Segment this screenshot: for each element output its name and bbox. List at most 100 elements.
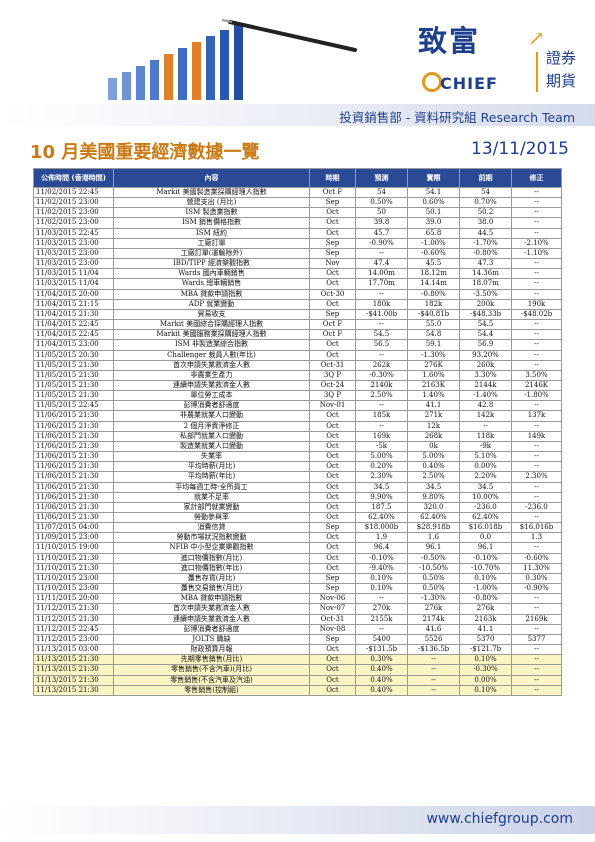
chief-logo: 致富 ↗ CHIEF 證券 期貨 bbox=[410, 12, 585, 107]
cell-content: 營建支出 (月比) bbox=[113, 197, 310, 209]
cell-time: 11/13/2015 21:30 bbox=[33, 674, 114, 686]
cell-period: Nov-01 bbox=[309, 400, 356, 412]
cell-forecast: 0.50% bbox=[355, 197, 408, 209]
cell-actual: 2163K bbox=[407, 379, 460, 392]
cell-content: 工廠訂單(運輸除外) bbox=[113, 247, 310, 260]
table-row: 11/09/2015 23:00 勞動市場狀況指數變動 Oct 1.9 1.6 0.0 1.… bbox=[33, 532, 562, 544]
cell-actual: 54.8 bbox=[407, 329, 460, 341]
pen-graphic bbox=[228, 20, 357, 52]
cell-revised: -0.90% bbox=[511, 583, 562, 595]
cell-revised: -- bbox=[511, 603, 562, 615]
cell-time: 11/13/2015 21:30 bbox=[33, 684, 114, 696]
cell-forecast: 54 bbox=[355, 186, 408, 199]
cell-revised: -- bbox=[511, 623, 562, 635]
cell-period: Sep bbox=[309, 633, 356, 646]
cell-prior: -1.00% bbox=[459, 583, 512, 595]
table-row: 11/06/2015 21:30 平均時薪(月比) Oct 0.20% 0.40% 0.0… bbox=[33, 461, 562, 473]
cell-forecast: 50 bbox=[355, 207, 408, 219]
cell-period: Oct bbox=[309, 491, 356, 503]
cell-actual: -0.80% bbox=[407, 288, 460, 300]
cell-prior: 54 bbox=[459, 186, 512, 199]
table-row: 11/06/2015 21:30 就業不足率 Oct 9.90% 9.80% 10.00%… bbox=[33, 491, 562, 503]
cell-content: IBD/TIPP 經濟樂觀指數 bbox=[113, 258, 310, 270]
cell-content: 單位勞工成本 bbox=[113, 390, 310, 402]
cell-content: 零售銷售(不含汽車)(月比) bbox=[113, 664, 310, 676]
cell-revised: -$48.02b bbox=[511, 308, 562, 321]
table-row: 11/13/2015 21:30 零售銷售(不含汽車)(月比) Oct 0.40% --… bbox=[33, 664, 562, 676]
cell-period: Oct bbox=[309, 217, 356, 229]
column-header-content: 內容 bbox=[113, 168, 310, 188]
column-header-forecast: 預測 bbox=[355, 168, 408, 188]
cell-actual: 268k bbox=[407, 430, 460, 442]
report-date: 13/11/2015 bbox=[471, 139, 569, 159]
cell-content: 彭博消費者舒適度 bbox=[113, 623, 310, 635]
cell-time: 11/06/2015 21:30 bbox=[33, 420, 114, 432]
cell-time: 11/06/2015 21:30 bbox=[33, 461, 114, 473]
cell-prior: 96.1 bbox=[459, 542, 512, 554]
cell-forecast: 45.7 bbox=[355, 227, 408, 239]
cell-forecast: 270k bbox=[355, 603, 408, 615]
cell-forecast: 0.10% bbox=[355, 583, 408, 595]
cell-content: 零售銷售(不含汽車及汽油) bbox=[113, 674, 310, 686]
cell-time: 11/10/2015 23:00 bbox=[33, 583, 114, 595]
cell-actual: 14.14m bbox=[407, 278, 460, 290]
cell-forecast: 1.9 bbox=[355, 532, 408, 544]
cell-forecast: -- bbox=[355, 349, 408, 361]
cell-time: 11/02/2015 23:00 bbox=[33, 207, 114, 219]
cell-revised: 137k bbox=[511, 410, 562, 422]
cell-time: 11/13/2015 21:30 bbox=[33, 654, 114, 666]
cell-period: Oct-24 bbox=[309, 379, 356, 392]
cell-content: ISM 製造業指數 bbox=[113, 207, 310, 219]
cell-content: JOLTS 職缺 bbox=[113, 633, 310, 646]
cell-revised: -- bbox=[511, 420, 562, 432]
cell-content: ISM 紐約 bbox=[113, 227, 310, 239]
table-row: 11/04/2015 23:00 ISM 非製造業綜合指數 Oct 56.5 59.1 5… bbox=[33, 339, 562, 351]
cell-forecast: 0.10% bbox=[355, 572, 408, 585]
chart-bar bbox=[136, 66, 145, 100]
cell-forecast: 0.40% bbox=[355, 664, 408, 676]
cell-revised: -- bbox=[511, 268, 562, 280]
cell-time: 11/02/2015 23:00 bbox=[33, 197, 114, 209]
cell-period: Oct bbox=[309, 278, 356, 290]
pen-tip bbox=[221, 19, 233, 23]
cell-actual: -1.30% bbox=[407, 593, 460, 605]
cell-period: Oct bbox=[309, 298, 356, 310]
cell-time: 11/12/2015 23:00 bbox=[33, 633, 114, 646]
table-row: 11/04/2015 21:30 貿易收支 Sep -$41.00b -$40.81b -… bbox=[33, 308, 562, 321]
cell-prior: 0.10% bbox=[459, 684, 512, 696]
cell-period: Sep bbox=[309, 247, 356, 260]
table-row: 11/06/2015 21:30 平均每週工時-全所員工 Oct 34.5 34.5 34… bbox=[33, 481, 562, 493]
cell-content: NFIB 中小型企業樂觀指數 bbox=[113, 542, 310, 554]
logo-chinese-text: 致富 bbox=[418, 24, 481, 58]
cell-time: 11/06/2015 21:30 bbox=[33, 410, 114, 422]
table-row: 11/05/2015 21:30 單位勞工成本 3Q P 2.50% 1.40% -1.4… bbox=[33, 390, 562, 402]
cell-forecast: 0.40% bbox=[355, 674, 408, 686]
table-row: 11/03/2015 23:00 IBD/TIPP 經濟樂觀指數 Nov 47.4 45… bbox=[33, 258, 562, 270]
cell-prior: 62.40% bbox=[459, 511, 512, 524]
cell-revised: -0.60% bbox=[511, 552, 562, 564]
cell-revised: 3.50% bbox=[511, 369, 562, 381]
table-row: 11/04/2015 22:45 Markit 美國綜合採購經理人指數 Oct F-… bbox=[33, 319, 562, 331]
website-link[interactable]: www.chiefgroup.com bbox=[426, 811, 573, 827]
cell-revised: -- bbox=[511, 461, 562, 473]
cell-actual: -$136.5b bbox=[407, 644, 460, 656]
cell-forecast: 2140k bbox=[355, 379, 408, 392]
cell-content: 躉售交易銷售(月比) bbox=[113, 583, 310, 595]
cell-prior: 56.9 bbox=[459, 339, 512, 351]
table-row: 11/02/2015 23:00 ISM 銷售價格指數 Oct 39.8 39.0 38.… bbox=[33, 217, 562, 229]
cell-time: 11/03/2015 23:00 bbox=[33, 247, 114, 260]
logo-divider bbox=[536, 52, 538, 92]
cell-actual: $28.918b bbox=[407, 522, 460, 534]
cell-prior: 41.1 bbox=[459, 623, 512, 635]
cell-period: Sep bbox=[309, 308, 356, 321]
cell-time: 11/12/2015 21:30 bbox=[33, 603, 114, 615]
cell-actual: -- bbox=[407, 684, 460, 696]
cell-revised: -- bbox=[511, 400, 562, 412]
cell-period: Oct bbox=[309, 532, 356, 544]
table-row: 11/05/2015 21:30 連續申請失業救濟金人數 Oct-24 2140k 21… bbox=[33, 379, 562, 392]
table-row: 11/04/2015 20:00 MBA 貸款申請指數 Oct-30 -- -0.80%… bbox=[33, 288, 562, 300]
cell-actual: -10.50% bbox=[407, 562, 460, 574]
cell-content: 工廠訂單 bbox=[113, 237, 310, 249]
cell-forecast: -- bbox=[355, 288, 408, 300]
chart-bar bbox=[108, 78, 117, 100]
